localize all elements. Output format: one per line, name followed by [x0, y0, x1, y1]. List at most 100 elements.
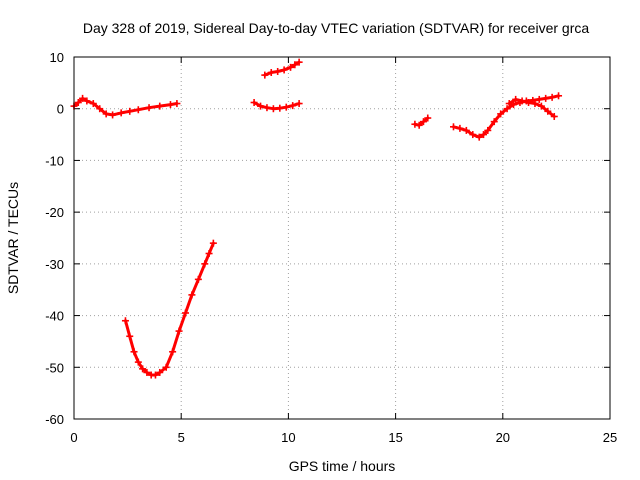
data-point: [449, 123, 457, 131]
series-arc5: [411, 114, 432, 129]
data-point: [96, 105, 104, 113]
data-point: [173, 100, 181, 108]
data-point: [484, 126, 492, 134]
data-point: [282, 103, 290, 111]
y-tick-label: -20: [45, 205, 64, 220]
data-point: [102, 110, 110, 118]
series-arc2: [121, 239, 217, 379]
y-axis-label: SDTVAR / TECUs: [5, 182, 21, 294]
data-point: [134, 358, 142, 366]
data-point: [205, 250, 213, 258]
data-point: [424, 114, 432, 122]
data-point: [134, 106, 142, 114]
data-point: [145, 104, 153, 112]
series-arc4: [261, 58, 303, 79]
data-point: [126, 332, 134, 340]
series-arc1: [70, 94, 181, 119]
data-point: [411, 120, 419, 128]
data-point: [295, 100, 303, 108]
y-tick-label: -60: [45, 412, 64, 427]
data-point: [544, 107, 552, 115]
data-point: [475, 133, 483, 141]
gridlines: [74, 57, 610, 419]
data-point: [181, 309, 189, 317]
x-tick-label: 20: [496, 430, 510, 445]
data-series: [70, 58, 563, 379]
data-point: [542, 94, 550, 102]
series-arc7: [505, 95, 558, 120]
data-point: [209, 239, 217, 247]
data-point: [261, 71, 269, 79]
data-point: [117, 109, 125, 117]
data-point: [276, 104, 284, 112]
data-point: [490, 118, 498, 126]
data-point: [109, 111, 117, 119]
data-point: [156, 368, 164, 376]
x-tick-label: 15: [388, 430, 402, 445]
data-point: [462, 126, 470, 134]
data-point: [512, 95, 520, 103]
series-line: [124, 241, 215, 377]
data-point: [74, 99, 82, 107]
y-tick-label: 10: [50, 50, 64, 65]
data-point: [263, 104, 271, 112]
data-point: [548, 93, 556, 101]
x-axis-label: GPS time / hours: [289, 458, 396, 474]
data-point: [89, 100, 97, 108]
data-point: [269, 105, 277, 113]
data-point: [291, 61, 299, 69]
data-point: [419, 118, 427, 126]
data-point: [274, 67, 282, 75]
chart-title: Day 328 of 2019, Sidereal Day-to-day VTE…: [83, 20, 589, 36]
data-point: [280, 66, 288, 74]
data-point: [505, 100, 513, 108]
series-arc3: [250, 99, 303, 113]
data-point: [139, 365, 147, 373]
data-point: [531, 100, 539, 108]
x-tick-label: 10: [281, 430, 295, 445]
y-tick-label: -30: [45, 257, 64, 272]
data-point: [555, 92, 563, 100]
data-point: [194, 275, 202, 283]
data-point: [143, 368, 151, 376]
data-point: [537, 102, 545, 110]
data-point: [550, 112, 558, 120]
data-point: [497, 110, 505, 118]
series-arc6: [449, 92, 563, 141]
y-tick-label: -40: [45, 309, 64, 324]
data-point: [79, 94, 87, 102]
data-point: [503, 105, 511, 113]
data-point: [175, 327, 183, 335]
data-point: [267, 69, 275, 77]
data-point: [456, 124, 464, 132]
data-point: [289, 102, 297, 110]
data-point: [83, 97, 91, 105]
data-point: [295, 58, 303, 66]
data-point: [480, 131, 488, 139]
plot-frame: [73, 56, 611, 420]
data-point: [126, 107, 134, 115]
data-point: [201, 260, 209, 268]
y-tick-label: -50: [45, 360, 64, 375]
data-point: [166, 101, 174, 109]
data-point: [121, 317, 129, 325]
data-point: [162, 363, 170, 371]
data-point: [415, 121, 423, 129]
data-point: [535, 95, 543, 103]
data-point: [287, 63, 295, 71]
data-point: [257, 102, 265, 110]
x-tick-label: 25: [603, 430, 617, 445]
data-point: [525, 99, 533, 107]
data-point: [188, 291, 196, 299]
data-point: [130, 348, 138, 356]
x-tick-label: 5: [178, 430, 185, 445]
y-tick-label: -10: [45, 153, 64, 168]
data-point: [151, 371, 159, 379]
data-point: [469, 131, 477, 139]
x-tick-label: 0: [70, 430, 77, 445]
y-tick-label: 0: [57, 102, 64, 117]
data-point: [518, 97, 526, 105]
data-point: [250, 99, 258, 107]
data-point: [169, 348, 177, 356]
